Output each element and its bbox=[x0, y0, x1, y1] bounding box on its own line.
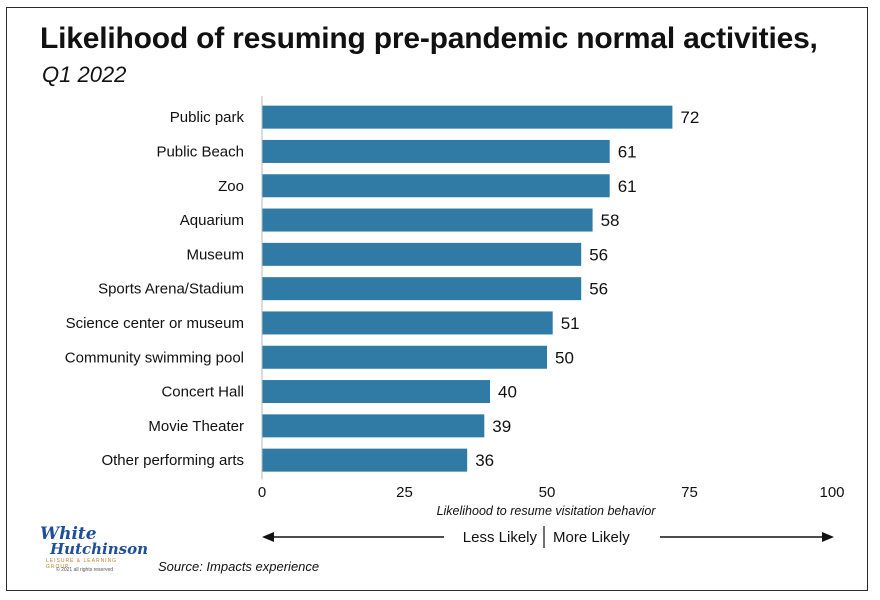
x-tick-label: 100 bbox=[819, 484, 844, 501]
bar bbox=[262, 242, 582, 266]
category-label: Public park bbox=[170, 109, 245, 126]
category-label: Concert Hall bbox=[161, 384, 244, 401]
white-hutchinson-logo: White Hutchinson LEISURE & LEARNING GROU… bbox=[32, 520, 148, 582]
data-label: 40 bbox=[498, 383, 517, 402]
data-label: 61 bbox=[618, 177, 637, 196]
scale-arrows: Less Likely More Likely bbox=[262, 526, 834, 548]
data-label: 50 bbox=[555, 348, 574, 367]
data-label: 36 bbox=[475, 451, 494, 470]
data-label: 61 bbox=[618, 142, 637, 161]
left-arrowhead-icon bbox=[262, 532, 274, 542]
x-tick-label: 0 bbox=[258, 484, 266, 501]
logo-text-white: White bbox=[40, 524, 97, 544]
data-label: 58 bbox=[601, 211, 620, 230]
bar bbox=[262, 139, 610, 163]
category-label: Science center or museum bbox=[66, 315, 244, 332]
bar bbox=[262, 311, 553, 335]
source-note: Source: Impacts experience bbox=[158, 559, 320, 574]
bar bbox=[262, 414, 485, 438]
x-tick-label: 25 bbox=[396, 484, 413, 501]
bar bbox=[262, 448, 468, 472]
bar bbox=[262, 380, 490, 404]
x-axis-label: Likelihood to resume visitation behavior bbox=[437, 504, 657, 518]
less-likely-label: Less Likely bbox=[463, 529, 538, 546]
chart-subtitle: Q1 2022 bbox=[42, 62, 127, 87]
logo-tagline: LEISURE & LEARNING GROUP bbox=[46, 558, 118, 570]
more-likely-label: More Likely bbox=[553, 529, 630, 546]
bar bbox=[262, 174, 610, 198]
data-label: 72 bbox=[680, 108, 699, 127]
category-label: Aquarium bbox=[180, 212, 244, 229]
category-label: Sports Arena/Stadium bbox=[98, 281, 244, 298]
data-label: 39 bbox=[492, 417, 511, 436]
x-tick-label: 50 bbox=[539, 484, 556, 501]
logo-text-hutchinson: Hutchinson bbox=[50, 540, 149, 558]
right-arrowhead-icon bbox=[822, 532, 834, 542]
data-label: 56 bbox=[589, 245, 608, 264]
bar bbox=[262, 345, 547, 369]
bar bbox=[262, 105, 673, 129]
logo-copyright: © 2021 all rights reserved bbox=[56, 567, 114, 573]
category-label: Museum bbox=[186, 246, 244, 263]
category-label: Movie Theater bbox=[148, 418, 244, 435]
data-label: 51 bbox=[561, 314, 580, 333]
bar bbox=[262, 277, 582, 301]
bar bbox=[262, 208, 593, 232]
category-label: Public Beach bbox=[156, 143, 244, 160]
category-label: Zoo bbox=[218, 178, 244, 195]
category-label: Other performing arts bbox=[101, 452, 244, 469]
x-tick-label: 75 bbox=[681, 484, 698, 501]
chart-title: Likelihood of resuming pre-pandemic norm… bbox=[40, 22, 818, 55]
data-label: 56 bbox=[589, 280, 608, 299]
category-label: Community swimming pool bbox=[65, 349, 244, 366]
